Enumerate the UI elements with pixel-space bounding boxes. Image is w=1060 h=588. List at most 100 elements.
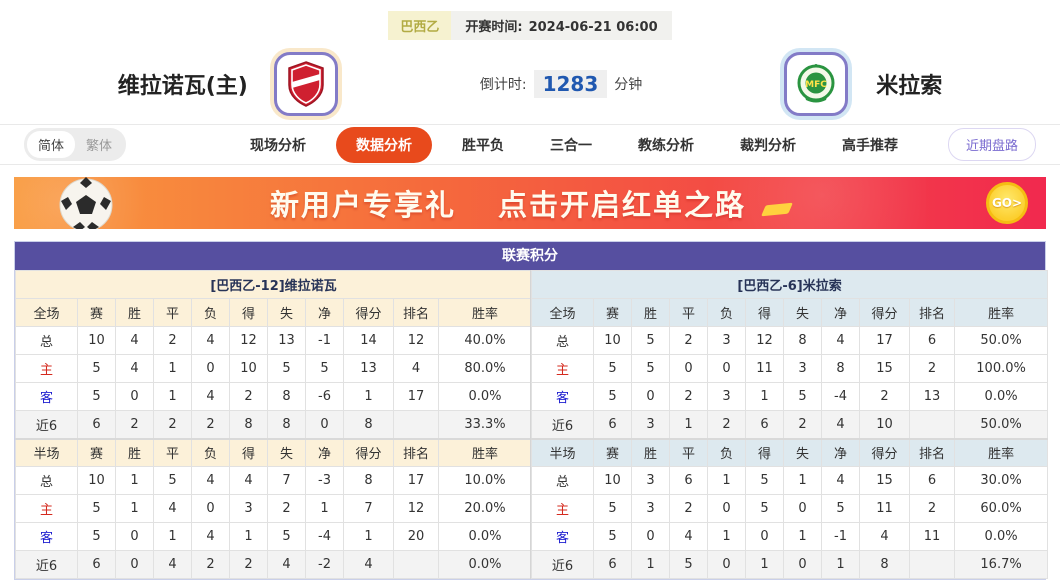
home-half-columns: 半场 赛 胜 平 负 得 失 净 得分 排名 胜率 — [15, 437, 533, 467]
stat-cell: 5 — [821, 494, 860, 523]
stat-cell: 0 — [191, 354, 230, 383]
stat-cell: 1 — [153, 354, 192, 383]
home-standings: [巴西乙-12]维拉诺瓦 全场 赛 胜 平 负 得 失 净 得分 排名 胜率 — [14, 270, 533, 579]
stat-cell: 5 — [631, 354, 670, 383]
stat-cell: 2 — [909, 494, 955, 523]
go-button[interactable]: GO> — [986, 182, 1028, 224]
scope-label: 全场 — [531, 298, 594, 327]
tab-data-analysis[interactable]: 数据分析 — [336, 126, 433, 163]
stat-cell: 1 — [745, 382, 784, 411]
stat-cell: 0 — [707, 550, 746, 579]
stat-cell: 0.0% — [953, 382, 1049, 411]
col-header: 排名 — [393, 437, 439, 467]
stat-cell: 13 — [909, 382, 955, 411]
stat-cell: 3 — [229, 494, 268, 523]
stat-cell: 5 — [593, 382, 632, 411]
home-team-table-header: [巴西乙-12]维拉诺瓦 — [14, 270, 533, 299]
analysis-tabs: 现场分析 数据分析 胜平负 三合一 教练分析 裁判分析 高手推荐 — [234, 126, 914, 163]
col-header: 净 — [305, 437, 344, 467]
stat-cell: 30.0% — [953, 466, 1049, 495]
tab-referee-analysis[interactable]: 裁判分析 — [740, 137, 797, 154]
col-header: 失 — [267, 437, 306, 467]
stat-cell: 4 — [859, 522, 910, 551]
stat-cell: 10.0% — [437, 466, 533, 495]
stat-cell: 1 — [115, 466, 154, 495]
stat-cell: 12 — [393, 494, 439, 523]
stat-cell: 1 — [783, 522, 822, 551]
col-header: 排名 — [909, 437, 955, 467]
stat-cell: 1 — [783, 466, 822, 495]
tab-win-draw-loss[interactable]: 胜平负 — [462, 137, 505, 154]
table-row: 主 5 3 2 0 5 0 5 11 2 60.0% — [531, 494, 1049, 523]
stat-cell: 0.0% — [953, 522, 1049, 551]
stat-cell: 5 — [267, 522, 306, 551]
tab-coach-analysis[interactable]: 教练分析 — [638, 137, 695, 154]
stat-cell: 4 — [267, 550, 306, 579]
tab-live-analysis[interactable]: 现场分析 — [250, 137, 307, 154]
col-header: 平 — [669, 298, 708, 327]
lang-traditional[interactable]: 繁体 — [86, 139, 113, 154]
league-standings-panel: 联赛积分 [巴西乙-12]维拉诺瓦 全场 赛 胜 平 负 得 — [14, 241, 1049, 580]
tab-expert-picks[interactable]: 高手推荐 — [842, 137, 899, 154]
stat-cell: 0 — [669, 354, 708, 383]
stat-cell: 13 — [343, 354, 394, 383]
tab-three-in-one[interactable]: 三合一 — [550, 137, 593, 154]
stat-cell: 1 — [343, 382, 394, 411]
stat-cell: 8 — [267, 382, 306, 411]
standings-title: 联赛积分 — [15, 242, 1045, 270]
table-row: 主 5 5 0 0 11 3 8 15 2 100.0% — [531, 354, 1049, 383]
row-label: 近6 — [531, 550, 594, 579]
stat-cell: 17 — [393, 382, 439, 411]
stat-cell: 1 — [821, 550, 860, 579]
stat-cell: 5 — [267, 354, 306, 383]
col-header: 平 — [153, 437, 192, 467]
stat-cell: 5 — [745, 494, 784, 523]
stat-cell: 6 — [77, 410, 116, 439]
stat-cell: 6 — [77, 550, 116, 579]
stat-cell: 2 — [669, 382, 708, 411]
stat-cell: 4 — [821, 466, 860, 495]
stat-cell: 2 — [229, 550, 268, 579]
stat-cell: 6 — [593, 410, 632, 439]
row-label: 主 — [15, 494, 78, 523]
league-badge: 巴西乙 — [388, 11, 452, 40]
stat-cell: 0 — [707, 494, 746, 523]
stat-cell: 4 — [229, 466, 268, 495]
away-standings: [巴西乙-6]米拉索 全场 赛 胜 平 负 得 失 净 得分 排名 胜率 — [530, 270, 1049, 579]
stat-cell: 33.3% — [437, 410, 533, 439]
row-label: 主 — [15, 354, 78, 383]
row-label: 客 — [15, 382, 78, 411]
stat-cell: 2 — [669, 494, 708, 523]
row-label: 近6 — [531, 410, 594, 439]
stat-cell: 2 — [229, 382, 268, 411]
stat-cell: 0 — [631, 382, 670, 411]
stat-cell: 14 — [343, 326, 394, 355]
col-header: 净 — [821, 298, 860, 327]
row-label: 总 — [15, 466, 78, 495]
stat-cell: 40.0% — [437, 326, 533, 355]
stat-cell: 2 — [909, 354, 955, 383]
stat-cell: 10 — [593, 326, 632, 355]
stat-cell: 4 — [343, 550, 394, 579]
recent-trend-button[interactable]: 近期盘路 — [947, 128, 1036, 161]
away-team-logo: MFC — [784, 52, 849, 116]
stat-cell: 7 — [267, 466, 306, 495]
row-label: 客 — [531, 522, 594, 551]
stat-cell: 5 — [593, 522, 632, 551]
col-header: 平 — [669, 437, 708, 467]
table-row: 主 5 4 1 0 10 5 5 13 4 80.0% — [15, 354, 533, 383]
promo-banner[interactable]: 新用户专享礼 点击开启红单之路 GO> — [14, 177, 1046, 229]
stat-cell: 0 — [631, 522, 670, 551]
table-row: 客 5 0 2 3 1 5 -4 2 13 0.0% — [531, 382, 1049, 411]
col-header: 得 — [745, 437, 784, 467]
language-toggle[interactable]: 简体 繁体 — [24, 128, 127, 161]
banner-text-2: 点击开启红单之路 — [498, 188, 747, 222]
away-full-columns: 全场 赛 胜 平 负 得 失 净 得分 排名 胜率 — [531, 298, 1049, 327]
stat-cell: 10 — [859, 410, 910, 439]
lang-simplified[interactable]: 简体 — [27, 131, 76, 158]
stat-cell: 4 — [153, 494, 192, 523]
stat-cell: 2 — [707, 410, 746, 439]
stat-cell: 1 — [343, 522, 394, 551]
stat-cell: 50.0% — [953, 410, 1049, 439]
stat-cell: 17 — [859, 326, 910, 355]
